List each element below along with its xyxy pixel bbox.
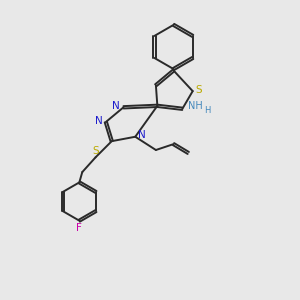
Text: N: N <box>94 116 102 126</box>
Text: NH: NH <box>188 101 203 111</box>
Text: S: S <box>196 85 202 94</box>
Text: N: N <box>138 130 146 140</box>
Text: S: S <box>93 146 99 156</box>
Text: N: N <box>112 101 120 111</box>
Text: H: H <box>204 106 211 115</box>
Text: F: F <box>76 223 82 233</box>
